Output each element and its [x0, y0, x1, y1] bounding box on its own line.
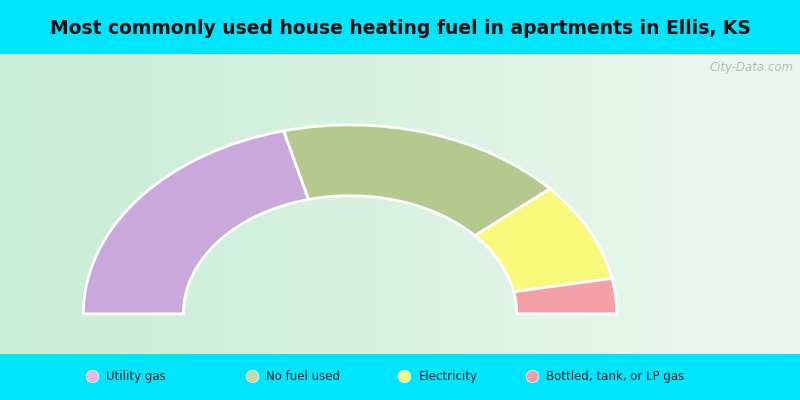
Text: Most commonly used house heating fuel in apartments in Ellis, KS: Most commonly used house heating fuel in… [50, 18, 750, 38]
Text: City-Data.com: City-Data.com [710, 61, 794, 74]
Text: Utility gas: Utility gas [106, 370, 166, 382]
Wedge shape [284, 125, 550, 236]
Wedge shape [514, 278, 617, 314]
Text: Electricity: Electricity [418, 370, 478, 382]
Text: No fuel used: No fuel used [266, 370, 341, 382]
Text: Bottled, tank, or LP gas: Bottled, tank, or LP gas [546, 370, 685, 382]
Wedge shape [83, 131, 309, 314]
Wedge shape [475, 189, 612, 292]
